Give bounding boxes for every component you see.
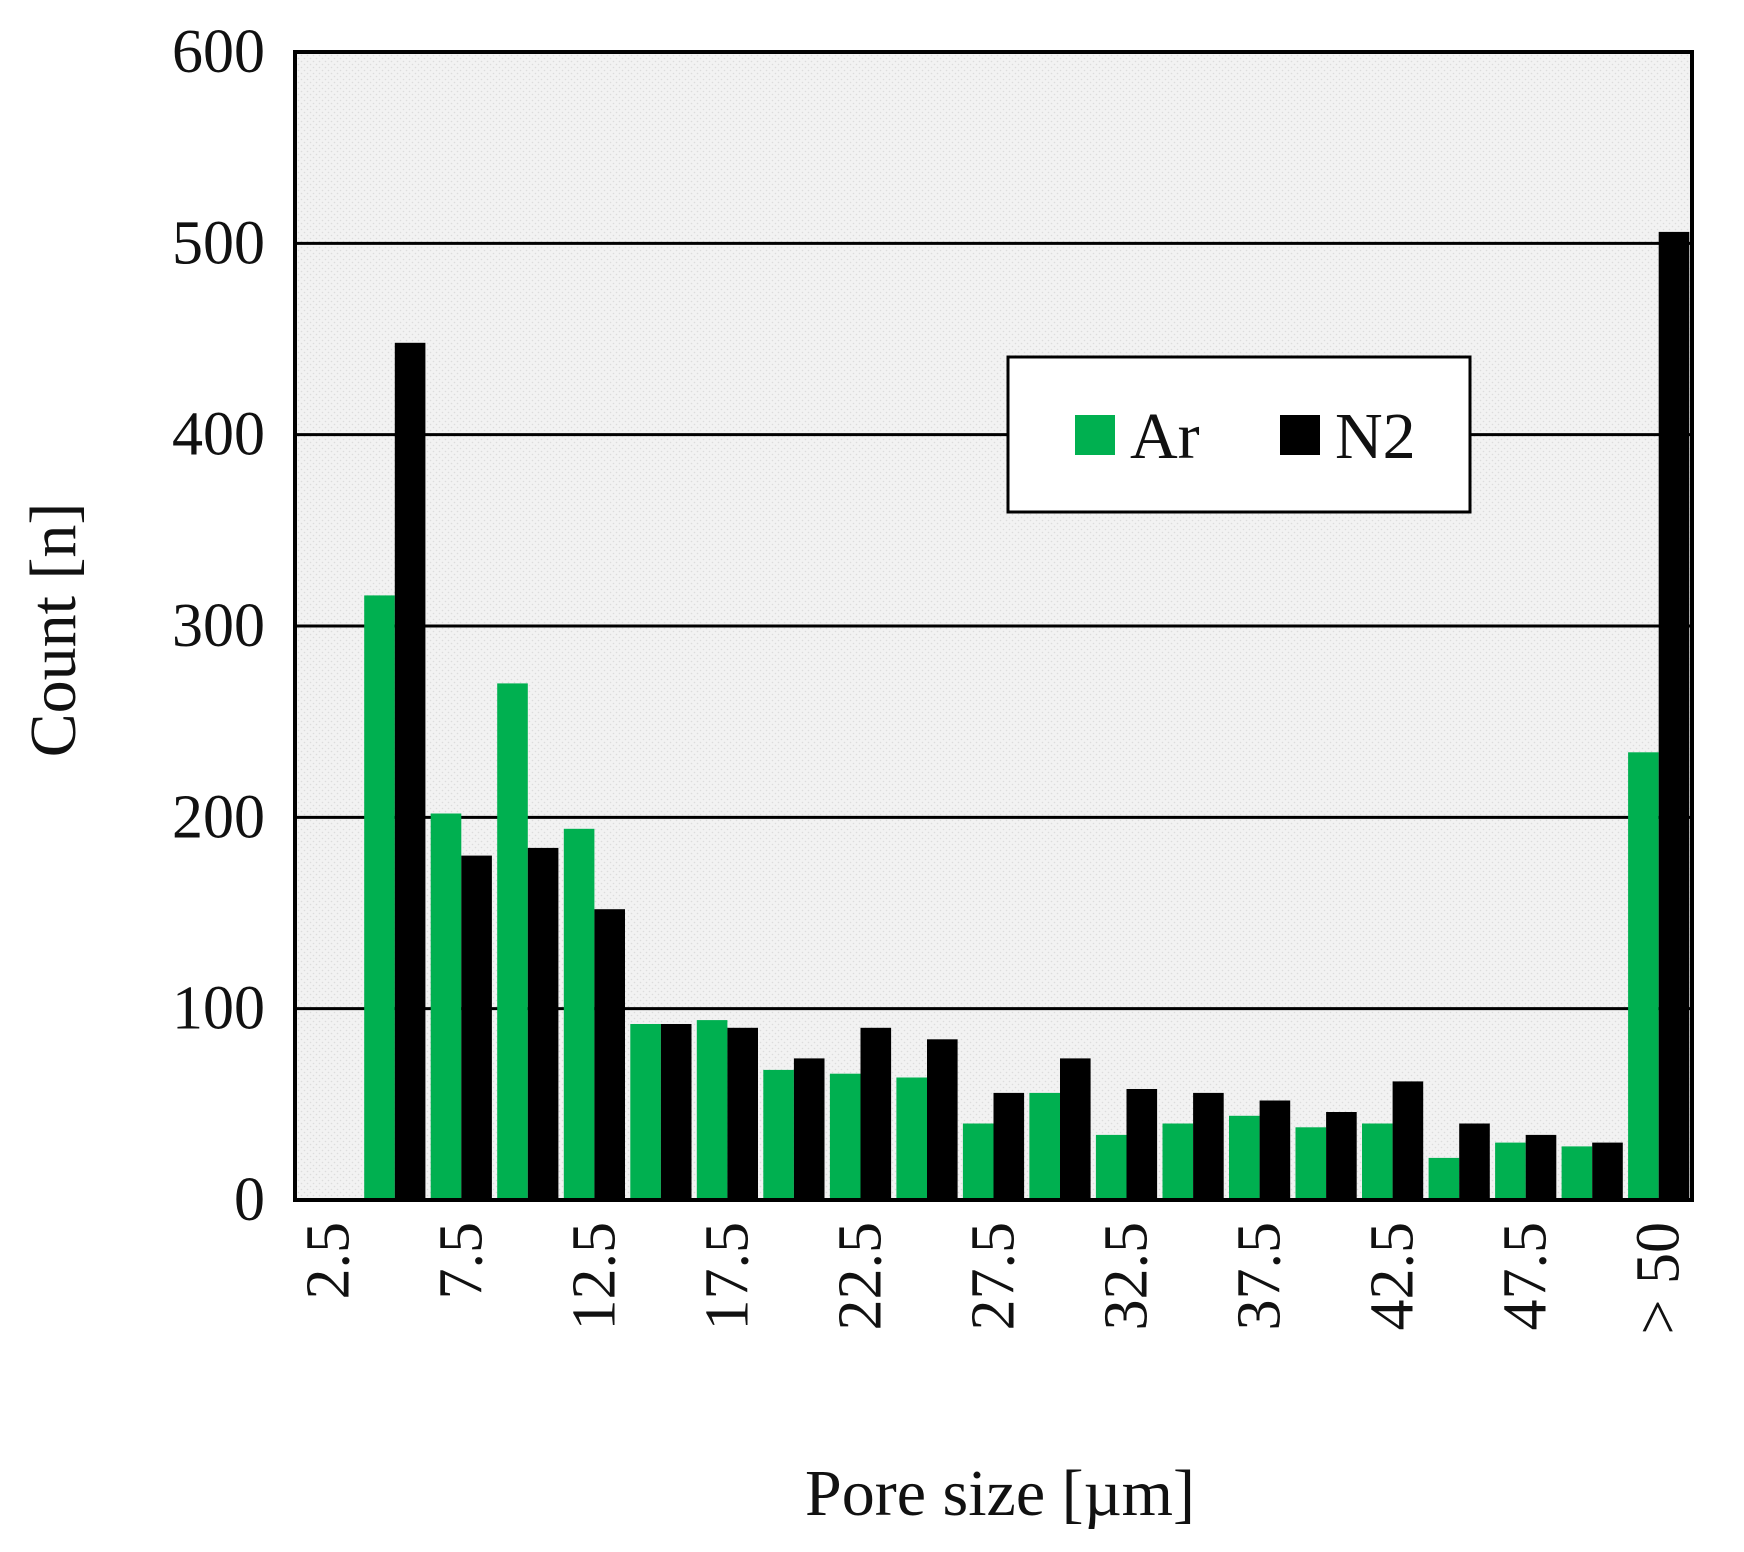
bar-n2-1 (394, 342, 426, 1200)
x-axis-ticks: 2.5 7.5 12.5 17.5 22.5 27.5 32.5 37.5 42.5 47.5 > … (294, 1222, 1692, 1334)
bar-n2-7 (793, 1058, 825, 1200)
bar-ar-9 (896, 1077, 927, 1200)
bar-ar-11 (1029, 1092, 1060, 1200)
bar-ar-8 (829, 1073, 861, 1200)
bar-n2-20 (1658, 231, 1690, 1200)
bar-ar-10 (962, 1123, 994, 1200)
y-tick-label: 100 (172, 975, 265, 1043)
bar-ar-3 (497, 683, 528, 1200)
bar-n2-10 (993, 1092, 1025, 1200)
bars (364, 231, 1690, 1200)
x-tick-label: 37.5 (1226, 1222, 1294, 1331)
legend-label-ar: Ar (1130, 400, 1200, 473)
bar-ar-1 (364, 595, 395, 1200)
bar-n2-16 (1392, 1081, 1424, 1200)
bar-ar-17 (1428, 1157, 1460, 1200)
y-tick-label: 600 (172, 18, 265, 86)
bar-n2-5 (660, 1024, 692, 1200)
bar-n2-13 (1193, 1092, 1224, 1200)
plot-frame (293, 50, 1694, 1202)
x-tick-label: 7.5 (427, 1222, 495, 1300)
bar-ar-16 (1362, 1123, 1393, 1200)
bar-ar-13 (1162, 1123, 1194, 1200)
bar-ar-5 (630, 1024, 661, 1200)
bar-n2-6 (727, 1027, 758, 1200)
bar-ar-20 (1628, 752, 1659, 1200)
bar-n2-3 (527, 847, 559, 1200)
x-tick-label: 27.5 (960, 1222, 1028, 1331)
y-axis-ticks: 0 100 200 300 400 500 600 (172, 18, 265, 1234)
bar-n2-18 (1525, 1134, 1557, 1200)
x-tick-label: 17.5 (693, 1222, 761, 1331)
bar-ar-7 (763, 1069, 794, 1200)
bar-n2-4 (594, 909, 625, 1200)
x-tick-label: 42.5 (1359, 1222, 1427, 1331)
x-tick-label: > 50 (1625, 1222, 1693, 1334)
bar-ar-14 (1229, 1115, 1260, 1200)
bar-ar-2 (430, 813, 462, 1200)
x-axis-title: Pore size [µm] (805, 1457, 1195, 1530)
y-tick-label: 400 (172, 401, 265, 469)
x-tick-label: 12.5 (560, 1222, 628, 1331)
bar-n2-15 (1326, 1112, 1357, 1200)
bar-ar-6 (696, 1020, 728, 1200)
x-tick-label: 2.5 (294, 1222, 362, 1300)
legend: Ar N2 (1006, 355, 1472, 514)
x-tick-label: 47.5 (1492, 1222, 1560, 1331)
bar-n2-14 (1259, 1100, 1291, 1200)
bar-n2-17 (1459, 1123, 1490, 1200)
bar-ar-4 (563, 828, 595, 1200)
y-tick-label: 300 (172, 592, 265, 660)
bar-ar-19 (1561, 1146, 1593, 1200)
legend-swatch-n2 (1280, 415, 1320, 455)
y-tick-label: 200 (172, 783, 265, 851)
legend-swatch-ar (1075, 415, 1115, 455)
x-tick-label: 22.5 (827, 1222, 895, 1331)
y-tick-label: 0 (234, 1166, 265, 1234)
bar-n2-12 (1126, 1089, 1158, 1200)
bar-n2-11 (1060, 1058, 1091, 1200)
bar-n2-8 (860, 1027, 892, 1200)
bar-ar-12 (1095, 1134, 1127, 1200)
y-tick-label: 500 (172, 209, 265, 277)
bar-n2-9 (927, 1039, 958, 1200)
bar-ar-18 (1495, 1142, 1526, 1200)
legend-label-n2: N2 (1335, 400, 1416, 473)
bar-n2-19 (1592, 1142, 1623, 1200)
bar-ar-15 (1295, 1127, 1327, 1200)
y-axis-title: Count [n] (17, 503, 90, 758)
bar-n2-2 (461, 855, 492, 1200)
x-tick-label: 32.5 (1093, 1222, 1161, 1331)
